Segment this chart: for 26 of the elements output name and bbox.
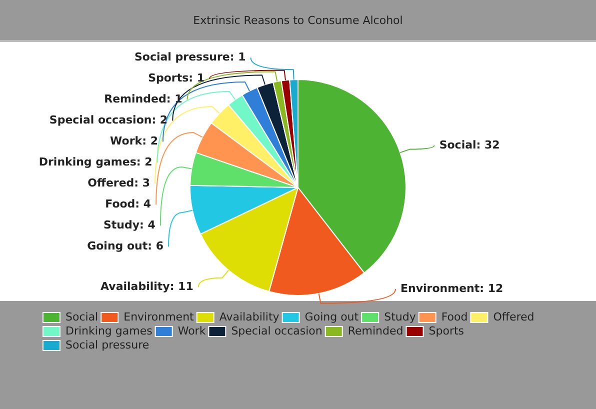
data-label: Social: 32 (439, 138, 500, 152)
data-label: Drinking games: 2 (38, 155, 152, 168)
data-label: Social pressure: 1 (134, 50, 246, 64)
data-label: Special occasion: 2 (49, 113, 168, 126)
data-label: Environment: 12 (400, 282, 504, 295)
legend-label: Reminded (348, 324, 404, 338)
data-label: Work: 2 (110, 134, 158, 148)
legend-label: Social pressure (66, 338, 150, 352)
legend-label: Social (66, 310, 98, 324)
legend-label: Work (178, 324, 206, 338)
legend-label: Sports (428, 324, 464, 338)
legend-label: Availability (219, 310, 280, 324)
legend-label: Study (384, 310, 416, 324)
legend-label: Drinking games (66, 324, 153, 338)
legend-label: Environment (124, 310, 195, 324)
data-label: Offered: 3 (88, 176, 150, 190)
data-label: Availability: 11 (100, 280, 194, 293)
legend-label: Offered (493, 310, 534, 324)
legend-label: Going out (304, 310, 360, 324)
data-label: Food: 4 (105, 197, 152, 210)
data-label: Sports: 1 (148, 71, 205, 84)
data-label: Study: 4 (103, 218, 156, 232)
legend-label: Special occasion (231, 324, 322, 338)
legend-label: Food (441, 310, 468, 324)
chart-title: Extrinsic Reasons to Consume Alcohol (0, 0, 596, 42)
data-label: Going out: 6 (87, 239, 164, 252)
